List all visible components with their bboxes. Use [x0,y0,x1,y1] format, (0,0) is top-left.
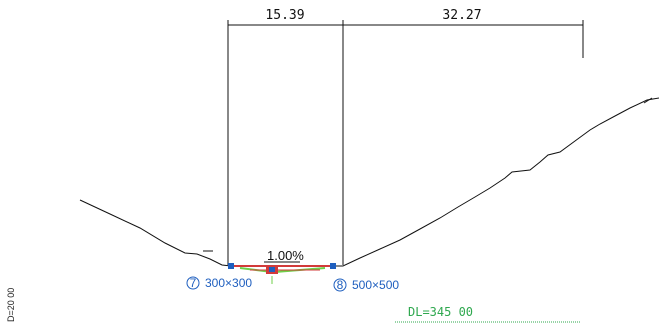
pipe-number-circle [333,278,347,292]
culvert-box-inner [269,267,275,272]
pipe-box-left [228,263,234,269]
pipe-label-right: 8 500×500 [333,278,399,292]
profile-end-tick [643,97,653,104]
slope-label: 1.00% [267,248,304,263]
datum-label: DL=345 00 [408,305,473,319]
pipe-number-circle [186,276,200,290]
pipe-number: 8 [337,278,344,292]
pipe-number: 7 [190,276,197,290]
dimension-lines [227,20,584,265]
pipe-label-left: 7 300×300 [186,276,252,290]
ground-profile-line [79,97,659,267]
dimension-right-span: 32.27 [442,8,481,23]
drainage-structure [228,263,336,284]
pipe-size-label: 500×500 [352,278,399,292]
scale-label: D=20 00 [6,288,16,322]
pipe-box-right [330,263,336,269]
pipe-size-label: 300×300 [205,276,252,290]
dimension-left-span: 15.39 [265,8,304,23]
